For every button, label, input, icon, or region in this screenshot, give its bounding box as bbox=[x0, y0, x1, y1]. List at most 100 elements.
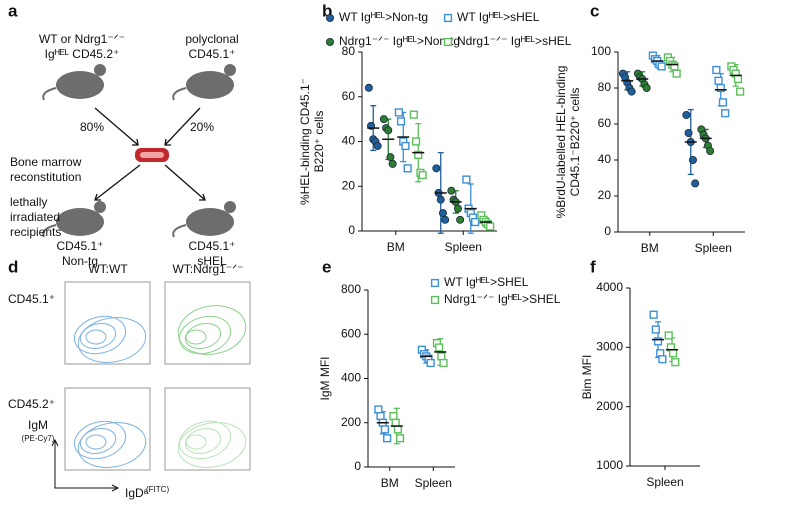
legend-marker bbox=[430, 278, 440, 288]
column-label: WT:WT bbox=[88, 262, 128, 276]
data-point bbox=[682, 111, 691, 120]
y-tick-label: 400 bbox=[341, 371, 361, 385]
data-point bbox=[439, 358, 448, 368]
legend-marker bbox=[443, 13, 453, 23]
data-point bbox=[441, 215, 450, 224]
step-text: Bone marrow bbox=[10, 155, 82, 169]
data-point bbox=[432, 164, 441, 173]
y-tick-label: 3000 bbox=[596, 340, 623, 354]
panel-label: f bbox=[590, 257, 596, 276]
data-point bbox=[714, 76, 723, 85]
panel-label: e bbox=[322, 257, 331, 276]
data-point bbox=[414, 150, 423, 160]
legend-marker bbox=[325, 38, 334, 47]
data-point bbox=[389, 412, 398, 421]
donor-text: Igᴴᴱᴸ CD45.2⁺ bbox=[45, 47, 120, 61]
y-tick-label: 60 bbox=[598, 116, 612, 130]
data-point bbox=[395, 434, 405, 443]
data-point bbox=[462, 175, 471, 184]
data-point bbox=[712, 65, 721, 75]
data-point bbox=[669, 349, 678, 358]
x-tick-label: BM bbox=[641, 241, 659, 255]
y-tick-label: 80 bbox=[342, 44, 356, 58]
data-point bbox=[384, 126, 393, 135]
legend-label: Ndrg1⁻ᐟ⁻ Igᴴᴱᴸ>Non-tg bbox=[339, 34, 460, 48]
axis-label: IgM bbox=[28, 418, 48, 432]
y-tick-label: 20 bbox=[598, 188, 612, 202]
data-point bbox=[383, 434, 392, 443]
y-tick-label: 0 bbox=[604, 224, 611, 238]
data-point bbox=[388, 159, 397, 168]
data-point bbox=[657, 62, 666, 71]
data-point bbox=[671, 358, 680, 367]
recipient-text: CD45.1⁺ bbox=[56, 239, 103, 253]
data-point bbox=[435, 343, 444, 352]
data-point bbox=[447, 186, 456, 195]
data-point bbox=[403, 164, 412, 173]
data-point bbox=[426, 358, 435, 368]
legend-marker bbox=[443, 37, 453, 47]
y-tick-label: 1000 bbox=[596, 458, 623, 472]
y-tick-label: 200 bbox=[341, 415, 361, 429]
x-tick-label: Spleen bbox=[646, 475, 683, 489]
y-tick-label: 2000 bbox=[596, 399, 623, 413]
panel-label: c bbox=[590, 1, 599, 20]
data-point bbox=[651, 325, 660, 334]
data-point bbox=[386, 153, 395, 162]
y-axis-label: %HEL-binding CD45.1⁻ bbox=[298, 78, 312, 205]
y-tick-label: 40 bbox=[342, 134, 356, 148]
y-axis-label: Bim MFI bbox=[580, 355, 594, 400]
data-point bbox=[658, 355, 667, 364]
data-point bbox=[376, 412, 385, 421]
data-point bbox=[436, 195, 445, 204]
data-point bbox=[627, 87, 636, 96]
y-tick-label: 60 bbox=[342, 89, 356, 103]
panel-label: b bbox=[322, 1, 332, 20]
legend-label: WT Igᴴᴱᴸ>SHEL bbox=[444, 275, 529, 289]
axis-label: IgDᵃ bbox=[125, 486, 149, 500]
data-point bbox=[409, 110, 418, 119]
x-tick-label: Spleen bbox=[415, 476, 452, 490]
data-point bbox=[684, 128, 693, 137]
recipient-text: sHEL bbox=[197, 254, 227, 268]
donor-text: CD45.1⁺ bbox=[188, 47, 235, 61]
data-point bbox=[649, 310, 658, 319]
data-point bbox=[374, 405, 383, 414]
note-text: recipients bbox=[10, 225, 61, 239]
row-label: CD45.2⁺ bbox=[8, 397, 55, 411]
y-tick-label: 0 bbox=[354, 459, 361, 473]
recipient-text: CD45.1⁺ bbox=[188, 239, 235, 253]
y-tick-label: 600 bbox=[341, 326, 361, 340]
data-point bbox=[718, 98, 728, 107]
y-tick-label: 20 bbox=[342, 178, 356, 192]
y-tick-label: 80 bbox=[598, 80, 612, 94]
data-point bbox=[716, 83, 725, 93]
data-point bbox=[721, 109, 730, 118]
y-axis-label: IgM MFI bbox=[318, 357, 332, 401]
data-point bbox=[642, 84, 651, 93]
data-point bbox=[401, 141, 410, 151]
axis-label: (PE-Cy7) bbox=[22, 434, 55, 443]
data-point bbox=[664, 331, 673, 340]
data-point bbox=[736, 87, 745, 96]
x-tick-label: Spleen bbox=[445, 240, 482, 254]
x-tick-label: BM bbox=[387, 240, 405, 254]
legend-label: WT Igᴴᴱᴸ>sHEL bbox=[457, 10, 540, 24]
legend-label: WT Igᴴᴱᴸ>Non-tg bbox=[339, 10, 428, 24]
legend-marker bbox=[325, 13, 334, 22]
flow-plots bbox=[51, 281, 251, 492]
ratio-text: 20% bbox=[190, 120, 214, 134]
donor-text: polyclonal bbox=[185, 32, 238, 46]
data-point bbox=[706, 146, 715, 155]
data-point bbox=[391, 418, 400, 427]
data-point bbox=[653, 337, 663, 346]
data-point bbox=[453, 204, 462, 213]
y-tick-label: 100 bbox=[591, 44, 611, 58]
panel-label: a bbox=[8, 1, 18, 20]
data-point bbox=[396, 117, 406, 126]
mouse-icon bbox=[42, 64, 236, 238]
note-text: irradiated bbox=[10, 210, 60, 224]
data-point bbox=[471, 217, 480, 227]
step-text: reconstitution bbox=[10, 170, 81, 184]
data-point bbox=[672, 69, 681, 78]
